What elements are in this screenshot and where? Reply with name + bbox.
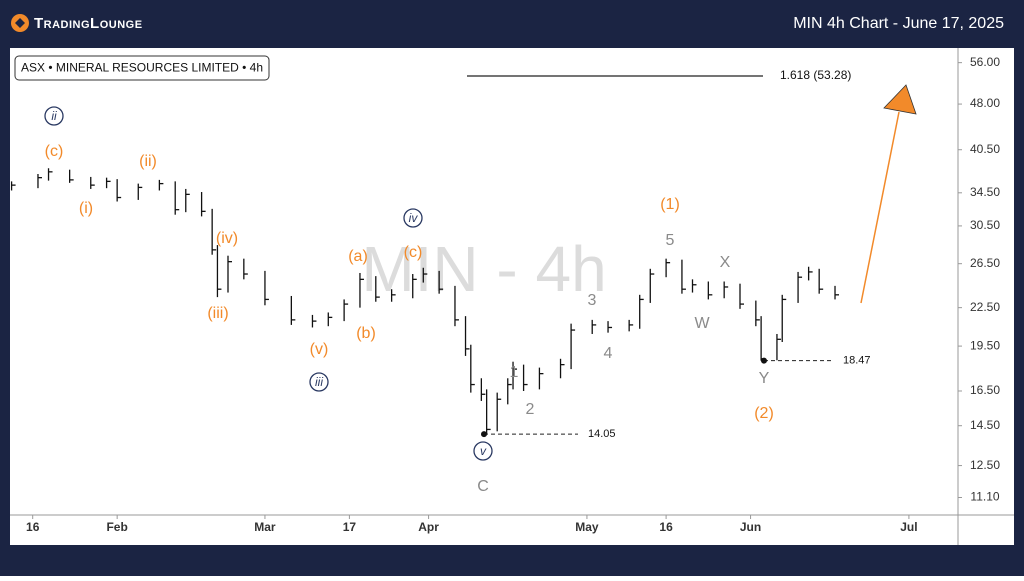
wave-label: v bbox=[480, 444, 487, 458]
x-tick-label: Mar bbox=[254, 520, 276, 534]
y-tick-label: 34.50 bbox=[970, 185, 1000, 199]
wave-label: C bbox=[477, 478, 489, 495]
support-point bbox=[481, 431, 487, 438]
fib-level-label: 1.618 (53.28) bbox=[780, 68, 851, 82]
wave-label: (i) bbox=[79, 200, 93, 217]
header-title: MIN 4h Chart - June 17, 2025 bbox=[793, 15, 1004, 32]
y-tick-label: 30.50 bbox=[970, 218, 1000, 232]
wave-label: 5 bbox=[666, 232, 675, 249]
support-label: 14.05 bbox=[588, 428, 616, 440]
x-tick-label: Apr bbox=[418, 520, 439, 534]
wave-label: 3 bbox=[588, 292, 597, 309]
wave-label: (ii) bbox=[139, 153, 157, 170]
wave-label: iii bbox=[315, 375, 323, 389]
wave-label: (2) bbox=[754, 405, 774, 422]
y-tick-label: 22.50 bbox=[970, 300, 1000, 314]
watermark: MIN - 4h bbox=[361, 233, 606, 305]
wave-label: (c) bbox=[404, 244, 423, 261]
y-tick-label: 11.10 bbox=[970, 490, 999, 504]
x-tick-label: May bbox=[575, 520, 599, 534]
wave-label: (a) bbox=[348, 248, 368, 265]
instrument-box bbox=[14, 55, 270, 81]
instrument-label: ASX • MINERAL RESOURCES LIMITED • 4h bbox=[21, 61, 263, 75]
y-tick-label: 19.50 bbox=[970, 338, 1000, 352]
wave-label-circle bbox=[403, 208, 423, 228]
y-tick-label: 14.50 bbox=[970, 418, 1000, 432]
chart-panel bbox=[10, 48, 1014, 545]
wave-label: Y bbox=[759, 370, 770, 387]
wave-label: 2 bbox=[526, 401, 535, 418]
x-tick-label: Feb bbox=[106, 520, 127, 534]
wave-label: (iii) bbox=[207, 305, 228, 322]
y-tick-label: 48.00 bbox=[970, 96, 1000, 110]
projection-arrowhead bbox=[883, 84, 917, 115]
support-label: 18.47 bbox=[843, 355, 871, 367]
x-tick-label: Jun bbox=[740, 520, 761, 534]
x-tick-label: 16 bbox=[26, 520, 40, 534]
wave-label: 4 bbox=[604, 345, 613, 362]
wave-label: (iv) bbox=[216, 230, 238, 247]
wave-label: X bbox=[720, 254, 731, 271]
logo-icon-mark bbox=[15, 18, 25, 28]
y-tick-label: 12.50 bbox=[970, 458, 1000, 472]
wave-label-circle bbox=[309, 372, 329, 392]
x-tick-label: Jul bbox=[900, 520, 917, 534]
wave-label: ii bbox=[51, 109, 57, 123]
wave-label: (b) bbox=[356, 325, 376, 342]
wave-label-circle bbox=[473, 441, 493, 461]
y-tick-label: 16.50 bbox=[970, 383, 1000, 397]
wave-label: iv bbox=[409, 211, 419, 225]
x-tick-label: 16 bbox=[659, 520, 673, 534]
y-tick-label: 40.50 bbox=[970, 142, 1000, 156]
wave-label: 1 bbox=[510, 364, 519, 381]
y-tick-label: 26.50 bbox=[970, 256, 1000, 270]
projection-arrow bbox=[860, 111, 900, 304]
y-tick-label: 56.00 bbox=[970, 55, 1000, 69]
wave-label: (c) bbox=[45, 143, 64, 160]
wave-label-circle bbox=[44, 106, 64, 126]
logo: TradingLounge bbox=[34, 15, 143, 32]
wave-label: (1) bbox=[660, 196, 680, 213]
wave-label: (v) bbox=[310, 341, 329, 358]
wave-label: W bbox=[694, 315, 710, 332]
x-tick-label: 17 bbox=[343, 520, 357, 534]
